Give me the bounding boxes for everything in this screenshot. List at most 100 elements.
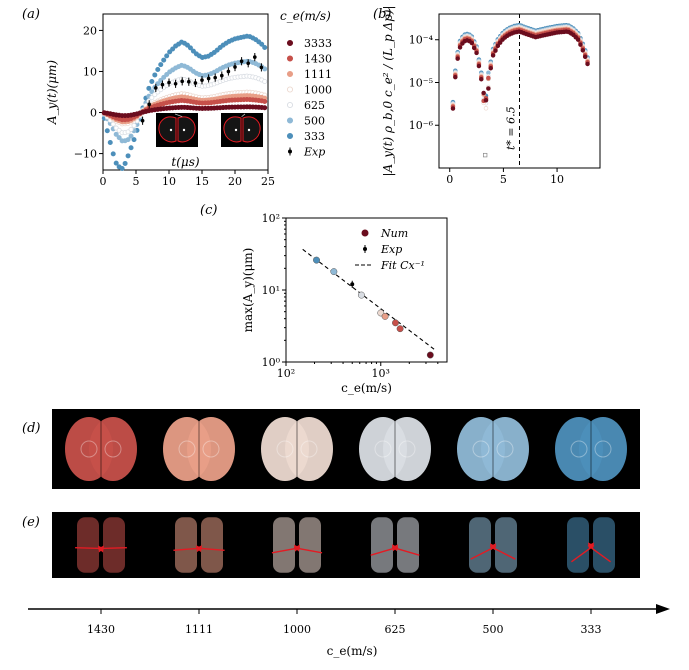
droplet-lobe	[175, 517, 197, 572]
xtick-label-a: 15	[195, 175, 209, 188]
ylabel-b: |A_y(t) ρ_b,0 c_e² / (L_p Δp)|	[381, 5, 395, 176]
ytick-label-b: 10⁻⁶	[409, 119, 434, 132]
exp-point-a	[246, 61, 250, 65]
point-b	[581, 48, 585, 52]
ytick-label-b: 10⁻⁴	[409, 34, 434, 47]
droplet-lobe	[397, 517, 419, 572]
xlabel-c: c_e(m/s)	[341, 381, 392, 395]
inset-dot	[183, 129, 185, 131]
exp-point-a	[194, 81, 198, 85]
exp-point-a	[213, 76, 217, 80]
legend-marker-1430	[287, 56, 292, 61]
point-a	[153, 73, 157, 77]
point-a	[129, 146, 133, 150]
xtick-label-a: 10	[162, 175, 176, 188]
num-point-c	[358, 292, 364, 298]
panel-label-a: (a)	[22, 7, 40, 22]
point-b	[586, 62, 590, 66]
droplet-lobe	[593, 517, 615, 572]
exp-point-a	[240, 59, 244, 63]
ytick-label-c: 10⁰	[262, 356, 281, 369]
point-b	[451, 107, 455, 111]
point-a	[114, 161, 118, 165]
legend-marker-625	[287, 102, 292, 107]
droplet-lobe	[495, 517, 517, 572]
num-point-c	[392, 320, 398, 326]
exp-point-c	[350, 282, 354, 286]
exp-point-a	[147, 103, 151, 107]
axis-label: c_e(m/s)	[327, 644, 378, 658]
panel-label-c: (c)	[200, 203, 217, 218]
legend-label-1000: 1000	[304, 84, 332, 97]
axis-tick-label: 333	[581, 623, 602, 636]
xtick-label-a: 25	[261, 175, 275, 188]
exp-point-a	[167, 81, 171, 85]
point-b	[486, 87, 490, 91]
droplet-image-d	[359, 417, 431, 481]
droplet-lobe	[89, 417, 137, 481]
droplet-lobe	[567, 517, 589, 572]
vline-label-b: t* = 6.5	[505, 106, 518, 150]
ytick-label-c: 10²	[262, 212, 280, 225]
point-a	[123, 161, 127, 165]
ytick-label-a: −10	[74, 148, 97, 161]
droplet-lobe	[299, 517, 321, 572]
legend-marker-3333	[287, 40, 292, 45]
axis-arrowhead	[656, 604, 670, 614]
series-b-3333	[451, 30, 589, 111]
legend-label-Exp: Exp	[303, 146, 325, 159]
xtick-label-b: 10	[550, 173, 564, 186]
droplet-image-d	[163, 417, 235, 481]
point-a	[105, 129, 109, 133]
point-a	[120, 166, 124, 170]
droplet-image-d	[457, 417, 529, 481]
axis-tick-label: 1111	[185, 623, 213, 636]
legend-exp-label: Exp	[380, 243, 402, 256]
point-b	[579, 43, 583, 47]
legend-title-a: c_e(m/s)	[280, 9, 331, 23]
panel-label-d: (d)	[22, 421, 40, 436]
ytick-label-a: 10	[83, 65, 97, 78]
point-a	[263, 106, 267, 110]
xtick-label-b: 0	[446, 173, 453, 186]
point-a	[129, 134, 133, 138]
axis-tick-label: 500	[483, 623, 504, 636]
legend-label-333: 333	[304, 130, 325, 143]
image-strip-e	[52, 512, 640, 578]
point-b	[494, 49, 498, 53]
inset-dot	[235, 129, 237, 131]
exp-point-a	[253, 55, 257, 59]
inset-image-2	[221, 113, 263, 147]
xtick-label-a: 0	[100, 175, 107, 188]
exp-point-a	[154, 86, 158, 90]
exp-point-a	[180, 80, 184, 84]
exp-point-a	[220, 74, 224, 78]
num-point-c	[331, 268, 337, 274]
point-a	[263, 79, 267, 83]
ytick-label-c: 10¹	[262, 284, 280, 297]
num-point-c	[427, 352, 433, 358]
legend-marker-333	[287, 133, 292, 138]
point-b	[472, 46, 476, 50]
droplet-lobe	[285, 417, 333, 481]
droplet-lobe	[103, 517, 125, 572]
axis-tick-label: 1430	[87, 623, 115, 636]
exp-point-a	[227, 70, 231, 74]
legend-marker-500	[287, 118, 292, 123]
point-a	[165, 54, 169, 58]
point-b	[484, 106, 488, 110]
outlier-point-b	[483, 153, 487, 157]
chart-c: 10² 10³ 10⁰ 10¹ 10² max(A_y)(μm) c_e(m/s) Num Ex…	[241, 212, 447, 395]
chart-b: 0 5 1010⁻⁶10⁻⁵10⁻⁴|A_y(t) ρ_b,0 c_e² / (L_…	[381, 5, 600, 186]
legend-marker-1000	[287, 87, 292, 92]
xtick-label-a: 20	[228, 175, 242, 188]
point-b	[456, 57, 460, 61]
ytick-label-a: 20	[83, 24, 97, 37]
droplet-lobe	[201, 517, 223, 572]
point-b	[458, 46, 462, 50]
legend-exp-marker	[288, 150, 292, 154]
point-a	[263, 45, 267, 49]
point-a	[263, 67, 267, 71]
point-b	[479, 77, 483, 81]
